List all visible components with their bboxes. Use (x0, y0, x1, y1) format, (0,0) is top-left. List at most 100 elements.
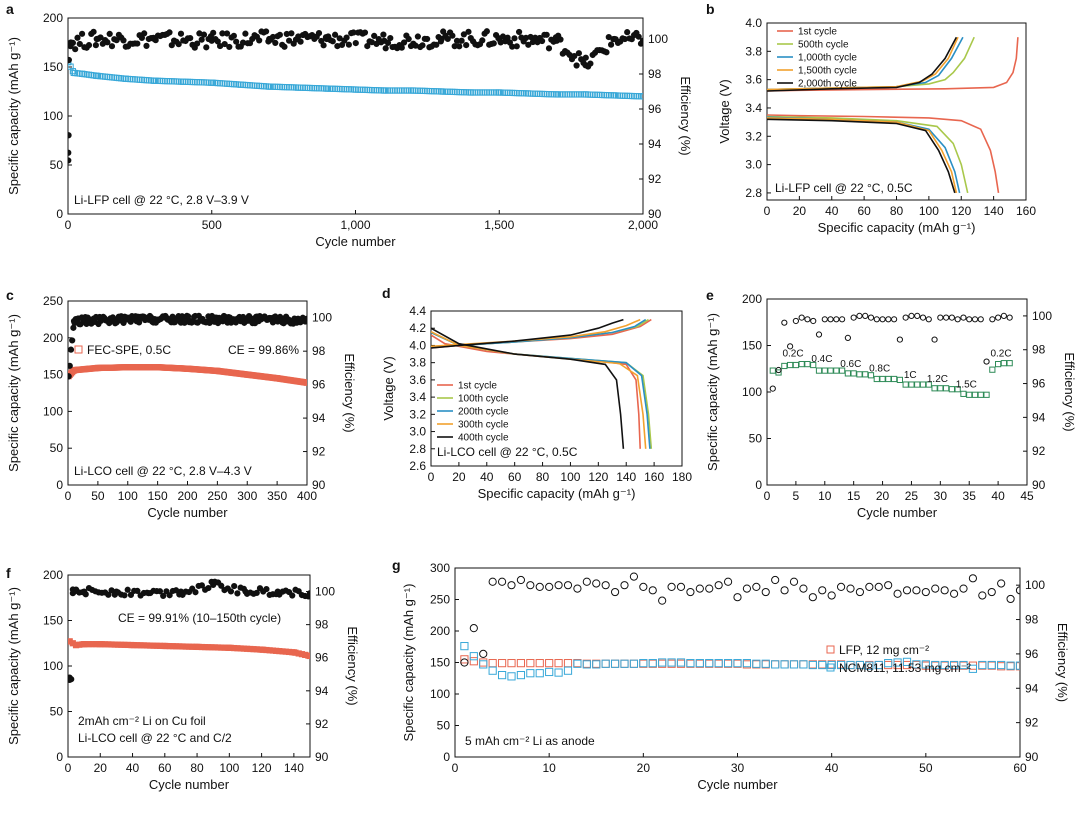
y2-tick-label: 98 (1025, 613, 1039, 627)
data-point (787, 361, 794, 369)
y2-tick-label: 90 (1025, 750, 1039, 764)
data-point (989, 366, 996, 373)
data-point (855, 660, 865, 670)
data-point (121, 592, 128, 599)
data-point (69, 39, 76, 46)
y-tick-label: 3.6 (409, 373, 426, 387)
data-point (545, 45, 553, 52)
data-point (256, 37, 263, 44)
data-point (714, 659, 723, 668)
y2-tick-label: 90 (312, 478, 326, 492)
x-tick-label: 15 (847, 489, 861, 503)
x-axis-label: Specific capacity (mAh g⁻¹) (478, 486, 636, 501)
data-point (810, 361, 817, 369)
y-tick-label: 4.0 (745, 16, 762, 30)
legend-label: 500th cycle (798, 40, 849, 51)
plot-area (68, 312, 307, 386)
y-tick-label: 150 (43, 368, 63, 382)
plot-frame (67, 300, 308, 486)
data-point (582, 54, 589, 61)
data-point (515, 28, 523, 36)
data-point (507, 581, 516, 590)
y-axis-label: Voltage (V) (717, 79, 732, 143)
data-point (808, 660, 817, 670)
data-point (516, 575, 526, 585)
data-point (629, 572, 639, 581)
data-point (573, 584, 582, 593)
y-tick-label: 3.8 (745, 44, 762, 58)
y2-tick-label: 96 (315, 651, 329, 665)
y2-tick-label: 96 (312, 378, 326, 392)
x-axis-label: Specific capacity (mAh g⁻¹) (818, 220, 976, 235)
data-point (285, 37, 293, 44)
data-point (234, 590, 241, 597)
data-point (624, 29, 631, 36)
data-point (400, 39, 408, 46)
data-point (997, 660, 1006, 670)
legend-marker (74, 345, 83, 354)
data-point (815, 367, 823, 374)
data-point (507, 659, 516, 668)
data-point (513, 43, 520, 50)
series-line-discharge (767, 115, 969, 194)
data-point (667, 582, 676, 592)
data-point (931, 385, 938, 392)
data-point (387, 35, 394, 42)
data-point (184, 313, 192, 320)
data-point (620, 581, 629, 590)
y2-tick-label: 96 (1032, 377, 1046, 391)
y-axis-label: Specific capacity (mAh g⁻¹) (6, 587, 21, 745)
data-point (954, 386, 961, 393)
data-point (733, 593, 742, 602)
data-point (989, 316, 996, 323)
x-axis-label: Cycle number (857, 505, 938, 520)
data-point (364, 42, 371, 50)
condition-annotation: Li-LCO cell @ 22 °C, 2.8 V–4.3 V (74, 464, 252, 478)
x-tick-label: 250 (207, 489, 227, 503)
condition-annotation: 5 mAh cm⁻² Li as anode (465, 734, 595, 748)
panel-letter: b (706, 1, 715, 17)
data-point (949, 660, 959, 670)
data-point (108, 43, 116, 50)
data-point (792, 317, 799, 325)
rate-label: 1.5C (956, 379, 977, 390)
data-point (769, 385, 776, 392)
x-axis-label: Cycle number (697, 777, 778, 792)
x-tick-label: 60 (857, 204, 871, 218)
legend-label: 100th cycle (458, 394, 509, 405)
condition-annotation: 2mAh cm⁻² Li on Cu foil (78, 714, 206, 728)
y-tick-label: 100 (430, 687, 450, 701)
legend-label: 400th cycle (458, 433, 509, 444)
data-point (423, 35, 431, 43)
data-point (449, 32, 456, 39)
x-tick-label: 0 (428, 470, 435, 484)
y-tick-label: 3.6 (745, 73, 762, 87)
data-point (85, 42, 93, 49)
data-point (761, 659, 770, 668)
data-point (844, 370, 851, 377)
data-point (295, 588, 302, 595)
y-axis-label: Specific capacity (mAh g⁻¹) (401, 584, 416, 742)
y-tick-label: 0 (443, 750, 450, 764)
data-point (919, 314, 927, 321)
data-point (742, 584, 752, 593)
y-tick-label: 3.8 (409, 356, 426, 370)
data-point (218, 582, 225, 589)
data-point (827, 316, 834, 323)
panel-letter: e (706, 287, 714, 303)
data-point (433, 41, 440, 48)
rate-label: 0.6C (840, 359, 861, 370)
data-point (223, 30, 231, 37)
data-point (960, 390, 967, 397)
data-point (90, 28, 97, 35)
data-point (902, 314, 909, 321)
data-point (639, 582, 648, 592)
data-point (971, 316, 979, 323)
series-line-discharge (431, 330, 647, 449)
series-line-charge (431, 318, 624, 349)
data-point (104, 39, 111, 46)
x-tick-label: 20 (793, 204, 807, 218)
data-point (105, 591, 112, 598)
series-line-charge (767, 36, 958, 92)
data-point (925, 316, 932, 323)
